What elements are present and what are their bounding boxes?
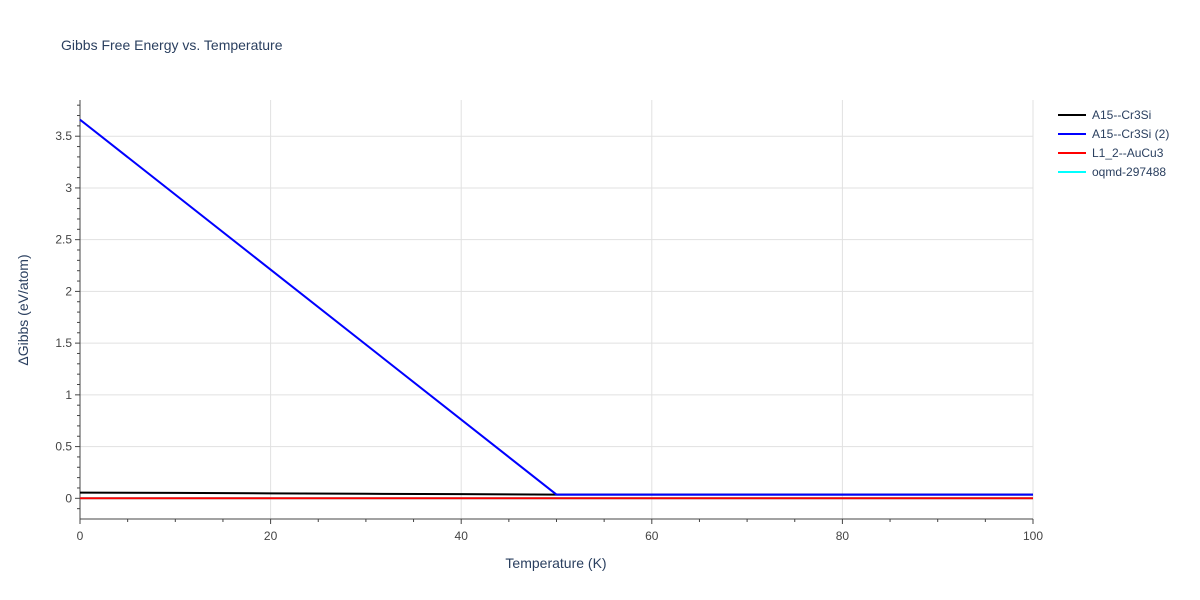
y-tick-label: 0 xyxy=(65,491,72,505)
x-tick-label: 80 xyxy=(836,529,850,543)
y-tick-label: 0.5 xyxy=(55,440,72,454)
legend-label: L1_2--AuCu3 xyxy=(1092,146,1164,160)
legend-item[interactable]: L1_2--AuCu3 xyxy=(1058,146,1164,160)
legend-item[interactable]: A15--Cr3Si xyxy=(1058,108,1151,122)
x-tick-label: 40 xyxy=(455,529,469,543)
y-tick-label: 1 xyxy=(65,388,72,402)
legend-label: A15--Cr3Si (2) xyxy=(1092,127,1169,141)
y-tick-label: 3.5 xyxy=(55,129,72,143)
y-tick-label: 2 xyxy=(65,284,72,298)
grid xyxy=(80,100,1034,519)
x-tick-label: 0 xyxy=(77,529,84,543)
legend-label: A15--Cr3Si xyxy=(1092,108,1151,122)
chart-title: Gibbs Free Energy vs. Temperature xyxy=(61,37,283,53)
x-axis-label: Temperature (K) xyxy=(505,555,606,571)
y-tick-label: 1.5 xyxy=(55,336,72,350)
legend-label: oqmd-297488 xyxy=(1092,165,1166,179)
x-axis: 0 20 40 60 80 100 xyxy=(77,518,1043,543)
y-tick-label: 3 xyxy=(65,181,72,195)
x-tick-label: 100 xyxy=(1023,529,1043,543)
y-axis: 0 0.5 1 1.5 2 2.5 3 3.5 xyxy=(55,100,81,519)
legend-item[interactable]: A15--Cr3Si (2) xyxy=(1058,127,1169,141)
x-tick-label: 20 xyxy=(264,529,278,543)
series-line-a15-cr3si-2- xyxy=(79,118,1033,496)
x-tick-label: 60 xyxy=(645,529,659,543)
series-lines xyxy=(79,118,1033,500)
y-tick-label: 2.5 xyxy=(55,233,72,247)
legend-item[interactable]: oqmd-297488 xyxy=(1058,165,1166,179)
legend[interactable]: A15--Cr3Si A15--Cr3Si (2) L1_2--AuCu3 oqmd-… xyxy=(1058,108,1169,179)
y-axis-label: ΔGibbs (eV/atom) xyxy=(15,254,31,365)
